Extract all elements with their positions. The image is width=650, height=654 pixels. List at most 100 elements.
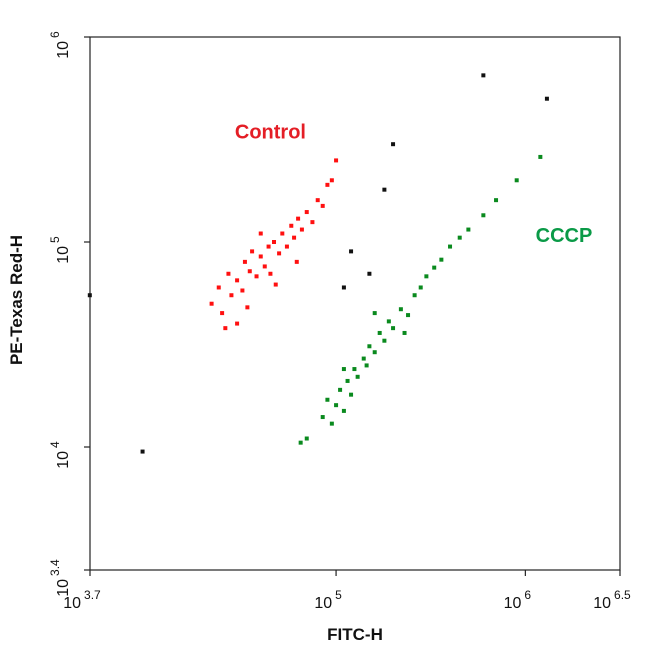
tick-exponent: 6 [48, 31, 62, 38]
data-point [424, 274, 429, 279]
tick-exponent: 3.4 [48, 559, 62, 576]
data-point [262, 264, 267, 269]
data-point [304, 436, 309, 441]
data-point [315, 198, 320, 203]
data-point [235, 321, 240, 326]
data-point [334, 158, 339, 163]
data-point [364, 363, 369, 368]
data-point [544, 96, 549, 101]
data-point [292, 235, 297, 240]
data-point [406, 313, 411, 318]
data-point [481, 213, 486, 218]
data-point [284, 244, 289, 249]
data-point [349, 249, 354, 254]
data-point [235, 278, 240, 283]
data-point [289, 223, 294, 228]
data-point [457, 235, 462, 240]
data-point [341, 285, 346, 290]
data-point [514, 178, 519, 183]
annotation: Control [235, 121, 306, 143]
data-point [372, 311, 377, 316]
data-point [296, 216, 301, 221]
plot-frame [89, 36, 621, 571]
data-point [352, 367, 357, 372]
x-tick-label: 10 6.5 [593, 588, 631, 612]
data-point [432, 265, 437, 270]
data-point [247, 269, 252, 274]
tick-base: 10 [55, 246, 72, 264]
tick-exponent: 5 [48, 236, 62, 243]
data-point [304, 210, 309, 215]
tick-base: 10 [55, 451, 72, 469]
data-point [258, 231, 263, 236]
y-tick-label: 104 [48, 441, 72, 469]
data-point [349, 392, 354, 397]
data-point [258, 254, 263, 259]
tick-base: 10 [55, 579, 72, 597]
data-point [220, 311, 225, 316]
data-point [372, 350, 377, 355]
data-point [402, 330, 407, 335]
tick-base: 10 [593, 595, 611, 612]
data-point [268, 271, 273, 276]
data-point [250, 249, 255, 254]
tick-exponent: 6.5 [614, 588, 631, 602]
data-point [341, 408, 346, 413]
data-point [538, 154, 543, 159]
data-point [361, 356, 366, 361]
data-point [223, 326, 228, 331]
data-point [345, 378, 350, 383]
data-point [320, 415, 325, 420]
data-point [386, 319, 391, 324]
data-point [229, 293, 234, 298]
x-tick-label: 10 6 [504, 588, 532, 612]
data-point [382, 338, 387, 343]
y-tick-label: 106 [48, 31, 72, 59]
data-point [412, 293, 417, 298]
y-tick-label: 105 [48, 236, 72, 264]
data-point [320, 203, 325, 208]
data-point [273, 282, 278, 287]
data-point [338, 387, 343, 392]
data-point [382, 187, 387, 192]
data-point [391, 326, 396, 331]
data-point [439, 257, 444, 262]
tick-base: 10 [63, 595, 81, 612]
data-point [226, 271, 231, 276]
data-point [254, 274, 259, 279]
data-point [216, 285, 221, 290]
data-point [266, 244, 271, 249]
data-point [355, 374, 360, 379]
tick-exponent: 3.7 [84, 588, 101, 602]
data-point [299, 227, 304, 232]
x-tick-label: 10 5 [314, 588, 342, 612]
data-point [240, 288, 245, 293]
tick-exponent: 6 [524, 588, 531, 602]
tick-base: 10 [55, 41, 72, 59]
data-point [481, 73, 486, 78]
data-point [245, 305, 250, 310]
tick-base: 10 [314, 595, 332, 612]
data-point [209, 301, 214, 306]
data-point [448, 244, 453, 249]
data-point [391, 142, 396, 147]
data-point [272, 240, 277, 245]
data-point [494, 198, 499, 203]
y-axis-label: PE-Texas Red-H [7, 235, 26, 365]
data-point [280, 231, 285, 236]
data-point [377, 330, 382, 335]
data-point [298, 440, 303, 445]
data-point [140, 449, 145, 454]
data-point [398, 307, 403, 312]
x-axis-label: FITC-H [327, 625, 383, 644]
data-point [329, 421, 334, 426]
data-point [418, 285, 423, 290]
x-tick-label: 10 3.7 [63, 588, 101, 612]
y-tick-label: 103.4 [48, 559, 72, 597]
tick-exponent: 5 [335, 588, 342, 602]
tick-exponent: 4 [48, 441, 62, 448]
data-point [242, 259, 247, 264]
data-point [334, 403, 339, 408]
data-point [325, 397, 330, 402]
